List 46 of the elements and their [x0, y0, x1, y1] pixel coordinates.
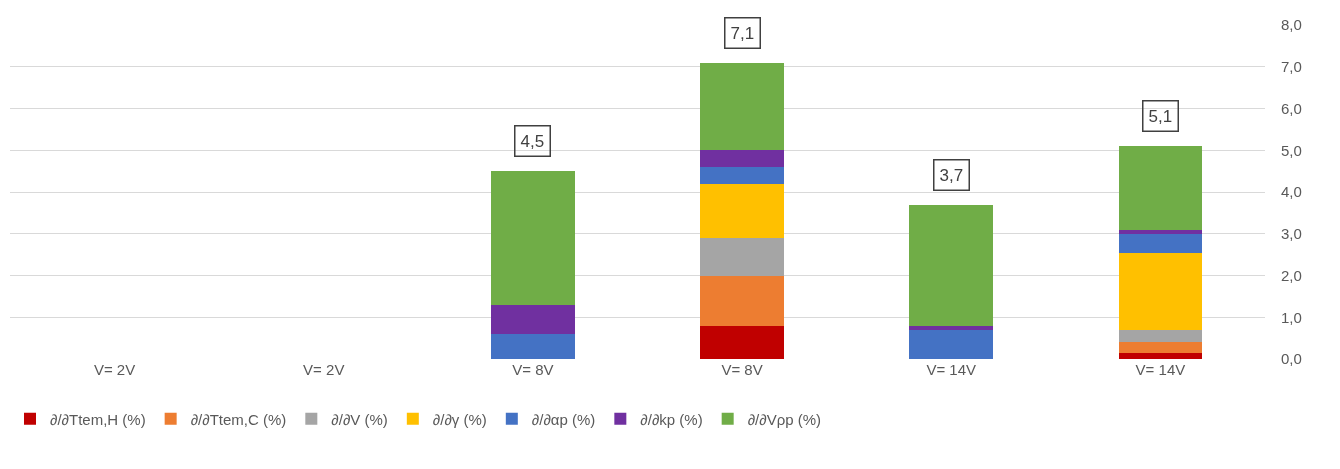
- x-tick-label: V= 2V: [303, 361, 345, 378]
- total-label: 5,1: [1148, 106, 1173, 126]
- legend-label: ∂/∂αp (%): [531, 410, 596, 428]
- bar: [700, 237, 784, 276]
- bar: [700, 166, 784, 184]
- legend-label: ∂/∂V (%): [331, 410, 388, 428]
- legend-label: ∂/∂kp (%): [640, 410, 703, 428]
- bar: [491, 333, 575, 359]
- legend-label: ∂/∂Ttem,C (%): [190, 410, 287, 428]
- bar: [491, 304, 575, 334]
- x-tick-label: V= 8V: [512, 361, 554, 378]
- bar: [909, 204, 994, 326]
- y-tick-label: 8,0: [1281, 16, 1302, 34]
- y-tick-label: 6,0: [1281, 99, 1302, 117]
- bar: [700, 62, 784, 151]
- legend-label: ∂/∂Ttem,H (%): [50, 410, 146, 428]
- bar: [1118, 229, 1203, 234]
- bar: [1118, 352, 1203, 359]
- bar: [700, 325, 784, 359]
- y-tick-label: 2,0: [1281, 266, 1302, 284]
- y-tick-label: 5,0: [1281, 141, 1302, 159]
- bar: [909, 325, 994, 330]
- x-tick-label: V= 2V: [93, 361, 136, 378]
- x-tick-label: V= 14V: [1135, 361, 1186, 378]
- y-tick-label: 3,0: [1281, 225, 1302, 242]
- y-tick-label: 0,0: [1281, 350, 1302, 368]
- bar: [1118, 233, 1203, 253]
- bar: [700, 183, 784, 238]
- y-tick-label: 1,0: [1281, 308, 1302, 326]
- x-tick-label: V= 14V: [926, 361, 977, 378]
- bar: [491, 171, 575, 305]
- legend-label: ∂/∂γ (%): [432, 410, 487, 428]
- x-tick-label: V= 8V: [721, 361, 763, 378]
- total-label: 7,1: [730, 23, 755, 43]
- y-tick-label: 7,0: [1281, 58, 1302, 75]
- bar: [1118, 342, 1203, 353]
- bar: [1118, 329, 1203, 343]
- bar: [700, 150, 784, 167]
- legend-label: ∂/∂Vρp (%): [747, 410, 822, 428]
- bar: [909, 329, 994, 359]
- total-label: 3,7: [939, 165, 964, 185]
- y-tick-label: 4,0: [1281, 183, 1302, 201]
- total-label: 4,5: [520, 131, 545, 151]
- bar: [1118, 252, 1203, 330]
- bar: [1118, 146, 1203, 230]
- bar: [700, 275, 784, 326]
